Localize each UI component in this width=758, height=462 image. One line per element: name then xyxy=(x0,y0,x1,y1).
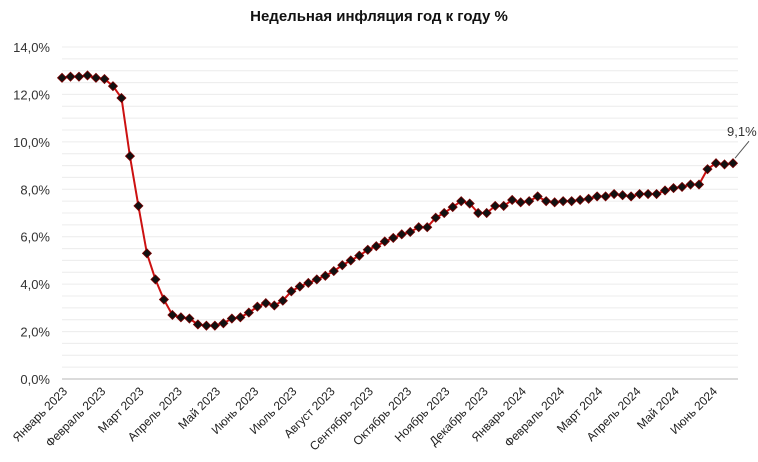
data-point-marker xyxy=(413,222,424,233)
data-point-marker xyxy=(371,241,382,252)
data-point-marker xyxy=(439,207,450,219)
y-tick-label: 10,0% xyxy=(13,135,50,150)
data-point-marker xyxy=(150,274,161,285)
data-point-marker xyxy=(192,319,203,330)
data-point-marker xyxy=(456,196,467,207)
data-point-marker xyxy=(626,191,637,202)
data-point-marker xyxy=(659,185,671,196)
data-point-marker xyxy=(345,255,356,266)
data-point-marker xyxy=(490,200,501,211)
data-point-marker xyxy=(133,200,144,211)
data-point-marker xyxy=(320,270,331,281)
data-point-marker xyxy=(277,295,288,306)
data-point-marker xyxy=(600,191,611,202)
data-point-marker xyxy=(575,194,586,206)
data-point-marker xyxy=(99,73,110,85)
data-point-marker xyxy=(668,183,679,194)
data-point-marker xyxy=(311,274,322,285)
data-point-marker xyxy=(354,250,365,261)
data-point-marker xyxy=(651,188,662,200)
data-point-marker xyxy=(498,200,509,211)
data-point-marker xyxy=(107,81,119,92)
data-point-marker xyxy=(685,179,696,190)
data-point-marker xyxy=(592,191,603,202)
data-point-marker xyxy=(90,72,102,83)
data-point-marker xyxy=(642,188,654,200)
data-point-marker xyxy=(541,196,552,207)
data-point-marker xyxy=(634,188,645,200)
data-point-marker xyxy=(617,190,628,201)
data-point-marker xyxy=(141,248,153,259)
last-value-annotation: 9,1% xyxy=(727,124,757,159)
data-point-marker xyxy=(209,320,220,331)
data-point-marker xyxy=(583,193,594,204)
data-point-marker xyxy=(124,151,136,162)
data-point-marker xyxy=(303,277,314,289)
data-point-marker xyxy=(609,188,620,200)
data-point-marker xyxy=(481,207,492,219)
data-point-marker xyxy=(294,281,305,292)
data-point-marker xyxy=(260,298,271,309)
data-point-marker xyxy=(473,207,484,219)
data-point-marker xyxy=(362,244,373,255)
data-point-marker xyxy=(710,158,722,169)
data-point-marker xyxy=(422,222,433,233)
data-point-marker xyxy=(464,198,475,209)
data-point-marker xyxy=(65,71,76,82)
data-point-marker xyxy=(566,196,577,207)
data-point-marker xyxy=(719,159,730,170)
data-point-marker xyxy=(286,286,297,297)
data-point-marker xyxy=(702,164,713,175)
y-axis: 0,0% 2,0% 4,0% 6,0% 8,0% 10,0% 12,0% 14,0% xyxy=(13,40,50,387)
data-point-marker xyxy=(727,158,739,169)
data-point-marker xyxy=(201,320,212,331)
data-point-marker xyxy=(235,312,246,323)
data-point-marker xyxy=(337,260,348,271)
data-point-marker xyxy=(396,229,407,240)
data-point-marker xyxy=(549,197,560,208)
data-point-marker xyxy=(379,236,390,247)
y-tick-label: 12,0% xyxy=(13,87,50,102)
data-point-marker xyxy=(243,307,254,318)
data-point-marker xyxy=(447,202,458,213)
y-tick-label: 4,0% xyxy=(20,277,50,292)
data-point-marker xyxy=(676,181,688,192)
data-point-marker xyxy=(158,294,169,305)
y-tick-label: 2,0% xyxy=(20,325,50,340)
data-point-marker xyxy=(328,266,339,277)
data-point-marker xyxy=(226,313,237,324)
data-point-marker xyxy=(405,226,416,238)
annotation-label: 9,1% xyxy=(727,124,757,139)
data-point-marker xyxy=(73,71,85,82)
data-point-marker xyxy=(218,318,229,329)
data-point-marker xyxy=(82,70,93,81)
y-tick-label: 6,0% xyxy=(20,230,50,245)
data-point-marker xyxy=(116,92,127,104)
y-tick-label: 14,0% xyxy=(13,40,50,55)
data-point-marker xyxy=(269,300,280,311)
y-tick-label: 8,0% xyxy=(20,182,50,197)
data-point-marker xyxy=(167,309,178,321)
data-point-marker xyxy=(430,212,441,223)
data-point-marker xyxy=(524,196,535,207)
data-point-marker xyxy=(507,194,518,206)
series-line xyxy=(61,74,734,327)
data-point-marker xyxy=(693,179,705,190)
data-point-marker xyxy=(388,232,399,243)
data-point-marker xyxy=(515,197,526,208)
gridlines xyxy=(62,46,738,368)
data-point-marker xyxy=(184,313,195,324)
data-markers xyxy=(56,70,739,331)
data-point-marker xyxy=(56,72,68,83)
y-tick-label: 0,0% xyxy=(20,372,50,387)
chart-title: Недельная инфляция год к году % xyxy=(250,8,508,25)
data-point-marker xyxy=(175,312,186,323)
data-point-marker xyxy=(252,301,263,312)
data-point-marker xyxy=(532,191,543,202)
data-point-marker xyxy=(558,196,569,207)
